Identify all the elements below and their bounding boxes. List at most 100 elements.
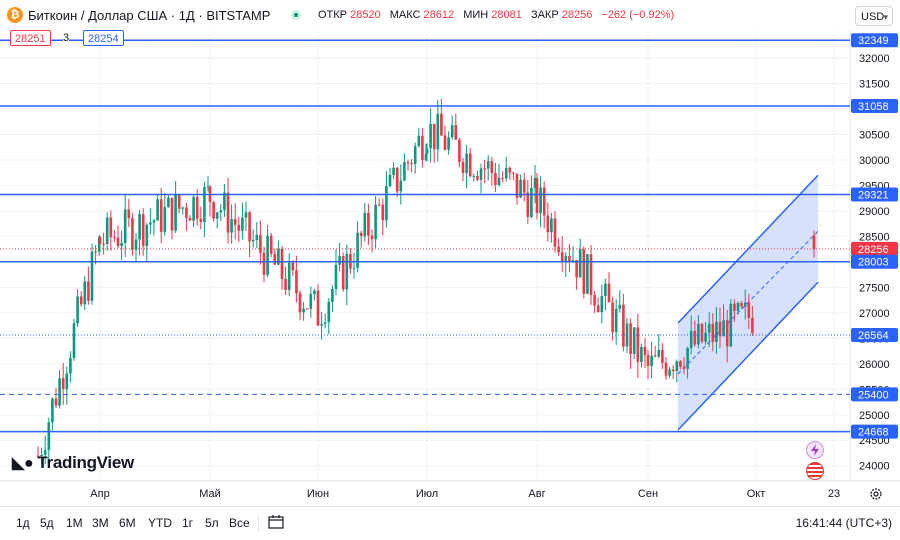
candle-body (58, 378, 61, 406)
candle-body (43, 449, 47, 455)
candle-body (403, 162, 406, 181)
candle-body (490, 161, 494, 174)
sell-price-button[interactable]: 28251 (10, 30, 51, 46)
price-label-box (851, 187, 898, 202)
flag-icon[interactable] (806, 462, 824, 480)
range-5y[interactable]: 5л (205, 516, 219, 530)
candle-body (671, 369, 675, 372)
channel-lower-line (677, 281, 819, 431)
candle-body (170, 197, 174, 231)
symbol-title[interactable]: Биткоин / Доллар США · 1Д · BITSTAMP (28, 8, 271, 23)
candle-body (212, 202, 215, 219)
candle-body (90, 251, 94, 301)
candle-body (341, 256, 345, 290)
candle-body (291, 262, 295, 271)
candle-body (163, 207, 167, 232)
candle-body (530, 187, 533, 217)
candle-body (729, 303, 733, 347)
candle-body (519, 179, 522, 198)
candle-body (295, 270, 298, 294)
gear-icon[interactable] (869, 487, 883, 501)
candle-body (363, 212, 367, 237)
range-1d[interactable]: 1д (16, 516, 30, 530)
candle-body (447, 137, 450, 150)
candle-body (127, 209, 131, 219)
close-value: 28256 (561, 9, 593, 21)
candle-body (159, 199, 163, 232)
candle-body (237, 224, 241, 231)
candle-body (657, 350, 661, 357)
candle-body (309, 293, 313, 309)
chevron-down-icon: ▾ (883, 12, 888, 22)
range-3m[interactable]: 3М (92, 516, 109, 530)
candle-body (277, 248, 280, 265)
candle-body (740, 302, 743, 307)
candle-body (522, 179, 526, 193)
candle-body (686, 347, 689, 369)
range-5d[interactable]: 5д (40, 516, 54, 530)
lightning-icon[interactable] (806, 441, 824, 459)
price-label-box (851, 241, 898, 256)
candle-body (589, 254, 593, 296)
bitcoin-icon: ₿ (7, 7, 23, 23)
candle-body (668, 369, 671, 376)
calendar-icon[interactable] (268, 515, 284, 529)
candle-body (682, 366, 686, 369)
candle-body (233, 219, 237, 225)
price-label-box (851, 424, 898, 439)
range-all[interactable]: Все (229, 516, 250, 530)
candle-body (241, 217, 244, 231)
candle-body (72, 323, 76, 358)
candle-body (177, 194, 181, 209)
time-tick-label: Авг (528, 488, 545, 500)
candle-body (298, 293, 302, 313)
candle-body (575, 260, 578, 278)
candle-body (622, 304, 625, 347)
candle-body (69, 357, 72, 374)
price-tick-label: 29000 (859, 206, 890, 218)
time-tick-label: Июл (416, 488, 438, 500)
candle-body (98, 237, 102, 244)
low-label: МИН (463, 9, 489, 21)
candle-body (465, 153, 468, 174)
candle-body (707, 323, 711, 333)
candle-body (504, 167, 508, 179)
candle-body (51, 398, 54, 423)
candle-body (370, 235, 374, 240)
ohlc-readout: ОТКР 28520 МАКС 28612 МИН 28081 ЗАКР 282… (318, 9, 680, 21)
time-tick-label: Окт (747, 488, 766, 500)
tradingview-logo[interactable]: ◣● TradingView (12, 453, 134, 473)
candle-body (226, 192, 230, 233)
candle-body (725, 320, 729, 347)
candle-body (392, 167, 395, 175)
candle-body (611, 302, 614, 333)
candle-body (152, 220, 156, 223)
range-6m[interactable]: 6М (119, 516, 136, 530)
price-label-box (851, 387, 898, 402)
live-status-icon (291, 10, 301, 20)
candle-body (174, 194, 177, 231)
buy-price-button[interactable]: 28254 (83, 30, 124, 46)
candle-body (596, 305, 600, 313)
candle-body (421, 135, 424, 161)
candle-body (141, 214, 145, 247)
range-1y[interactable]: 1г (182, 516, 194, 530)
candle-body (206, 186, 210, 188)
candle-body (79, 296, 83, 305)
candle-body (586, 254, 589, 294)
candle-body (262, 252, 266, 275)
candle-body (102, 243, 105, 245)
candle-body (664, 362, 668, 376)
candle-body (192, 196, 195, 221)
range-1m[interactable]: 1М (66, 516, 83, 530)
candle-body (395, 167, 399, 192)
range-ytd[interactable]: YTD (148, 516, 172, 530)
candle-body (454, 125, 458, 140)
currency-select[interactable]: USD ▾ (855, 6, 893, 26)
candle-body (472, 176, 476, 178)
candle-body (181, 207, 185, 209)
candle-body (338, 256, 341, 265)
candle-body (751, 317, 754, 334)
candle-body (640, 346, 643, 362)
